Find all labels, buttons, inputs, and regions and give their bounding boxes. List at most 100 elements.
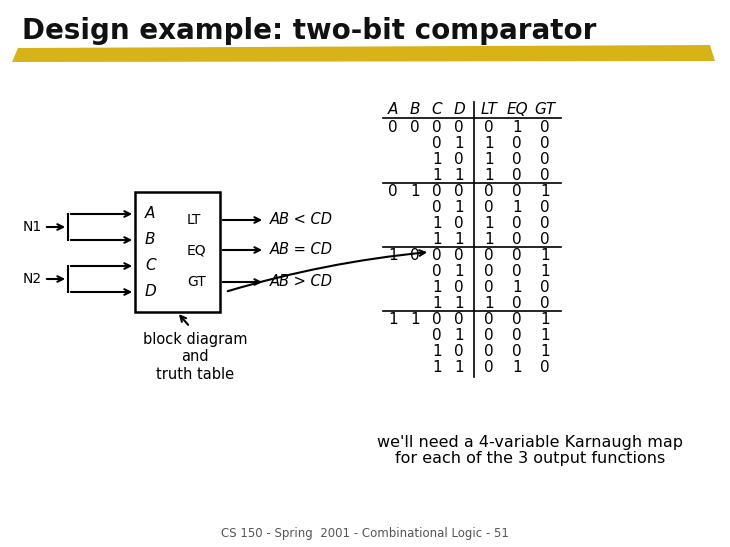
Text: for each of the 3 output functions: for each of the 3 output functions [395,451,665,467]
Text: 1: 1 [484,216,493,230]
Text: 0: 0 [512,328,522,342]
Text: 0: 0 [540,200,550,214]
Polygon shape [12,45,715,62]
Text: 0: 0 [540,136,550,150]
Text: 0: 0 [540,280,550,294]
Text: 0: 0 [432,247,442,263]
Text: 0: 0 [432,328,442,342]
Text: 0: 0 [540,295,550,311]
Text: 0: 0 [540,216,550,230]
Text: 1: 1 [484,231,493,247]
Text: 1: 1 [540,344,550,358]
Text: 1: 1 [512,119,522,135]
Text: 1: 1 [454,328,464,342]
Text: 0: 0 [512,344,522,358]
Text: 1: 1 [410,183,420,199]
Text: 1: 1 [540,183,550,199]
Text: 0: 0 [484,311,493,327]
Text: N1: N1 [23,220,42,234]
Text: 1: 1 [388,311,398,327]
Text: 1: 1 [432,167,442,183]
Text: 1: 1 [432,231,442,247]
Text: 1: 1 [410,311,420,327]
Text: 1: 1 [454,200,464,214]
Text: 0: 0 [432,311,442,327]
Text: GT: GT [187,275,206,289]
Text: 1: 1 [454,264,464,278]
Text: 0: 0 [454,280,464,294]
Text: 0: 0 [484,359,493,375]
Text: AB > CD: AB > CD [270,275,333,289]
Text: 0: 0 [454,152,464,166]
Text: 0: 0 [454,311,464,327]
Text: LT: LT [187,213,201,227]
Text: 0: 0 [540,152,550,166]
Text: 0: 0 [484,183,493,199]
Text: 0: 0 [388,119,398,135]
Text: 0: 0 [512,295,522,311]
Text: 1: 1 [454,359,464,375]
Text: 0: 0 [512,231,522,247]
Text: 1: 1 [540,264,550,278]
Text: 0: 0 [388,183,398,199]
Text: 1: 1 [432,295,442,311]
Text: D: D [145,284,157,300]
Text: 0: 0 [540,359,550,375]
Text: A: A [145,207,155,222]
Text: 1: 1 [484,167,493,183]
Text: 0: 0 [512,183,522,199]
Text: 1: 1 [484,152,493,166]
Text: C: C [431,102,442,118]
Text: 0: 0 [432,136,442,150]
Text: 0: 0 [512,247,522,263]
Text: 0: 0 [512,311,522,327]
Text: 1: 1 [432,344,442,358]
Text: 1: 1 [540,311,550,327]
Text: 0: 0 [484,119,493,135]
Text: 0: 0 [540,167,550,183]
Text: 0: 0 [432,264,442,278]
Text: D: D [453,102,465,118]
Text: 0: 0 [454,183,464,199]
Text: 0: 0 [512,136,522,150]
Text: 1: 1 [484,136,493,150]
Text: 0: 0 [484,200,493,214]
Text: 0: 0 [512,216,522,230]
Text: 0: 0 [512,264,522,278]
Text: 1: 1 [512,359,522,375]
Text: 0: 0 [454,247,464,263]
Text: 1: 1 [454,295,464,311]
Text: 0: 0 [432,119,442,135]
Text: B: B [145,232,155,247]
Text: we'll need a 4-variable Karnaugh map: we'll need a 4-variable Karnaugh map [377,434,683,450]
Text: 1: 1 [454,136,464,150]
Text: block diagram
and
truth table: block diagram and truth table [143,332,247,382]
Text: 1: 1 [432,216,442,230]
Text: EQ: EQ [187,243,207,257]
Text: 0: 0 [454,344,464,358]
Text: B: B [410,102,420,118]
Text: 0: 0 [410,119,420,135]
Text: 0: 0 [512,167,522,183]
Text: 1: 1 [432,359,442,375]
Text: 0: 0 [512,152,522,166]
Text: 0: 0 [432,200,442,214]
Text: EQ: EQ [506,102,528,118]
Text: 1: 1 [432,280,442,294]
Text: 1: 1 [388,247,398,263]
Text: 1: 1 [484,295,493,311]
Text: 0: 0 [432,183,442,199]
Text: 1: 1 [512,280,522,294]
Text: N2: N2 [23,272,42,286]
Text: Design example: two-bit comparator: Design example: two-bit comparator [22,17,596,45]
Bar [135,192,220,312]
Text: LT: LT [480,102,497,118]
Text: 1: 1 [432,152,442,166]
Text: 0: 0 [540,231,550,247]
Text: 0: 0 [454,216,464,230]
Text: C: C [145,259,155,274]
Text: 1: 1 [540,247,550,263]
Text: 0: 0 [540,119,550,135]
Text: 0: 0 [454,119,464,135]
Text: A: A [388,102,398,118]
